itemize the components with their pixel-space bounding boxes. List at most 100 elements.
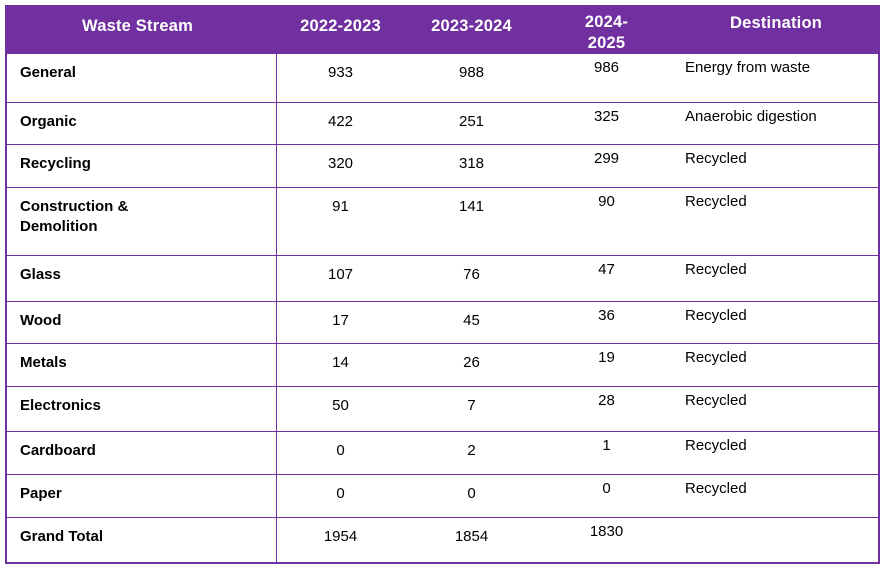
table-row: Glass 107 76 47 Recycled [7, 256, 878, 302]
cell-y2: 318 [404, 145, 539, 187]
cell-text: 986 [593, 59, 620, 76]
header-label-2023-2024: 2023-2024 [431, 17, 512, 35]
cell-y2: 1854 [404, 518, 539, 562]
cell-y1: 422 [277, 103, 404, 144]
cell-text: 1954 [323, 528, 358, 545]
table-body: General 933 988 986 Energy from waste Organic… [7, 54, 878, 562]
cell-text: 28 [598, 392, 615, 409]
cell-text: Recycling [20, 155, 91, 172]
cell-y3: 28 [539, 387, 674, 431]
cell-text: Paper [20, 485, 62, 502]
cell-y1: 0 [277, 475, 404, 517]
header-label-destination: Destination [729, 14, 823, 32]
cell-text: 107 [327, 266, 354, 283]
cell-y3: 19 [539, 344, 674, 386]
cell-destination: Recycled [674, 344, 878, 386]
header-cell-2023-2024: 2023-2024 [404, 7, 539, 53]
cell-y3: 325 [539, 103, 674, 144]
cell-stream: Recycling [7, 145, 277, 187]
cell-y1: 107 [277, 256, 404, 301]
cell-y1: 1954 [277, 518, 404, 562]
header-label-2022-2023: 2022-2023 [300, 17, 381, 35]
cell-stream: Paper [7, 475, 277, 517]
cell-y1: 91 [277, 188, 404, 255]
cell-text: 0 [336, 442, 345, 459]
cell-text: 1 [602, 437, 611, 454]
cell-text: Recycled [685, 261, 747, 278]
table-row: General 933 988 986 Energy from waste [7, 54, 878, 103]
table-row: Paper 0 0 0 Recycled [7, 475, 878, 518]
cell-destination: Recycled [674, 432, 878, 474]
cell-destination: Recycled [674, 188, 878, 255]
cell-text: 36 [598, 307, 615, 324]
header-cell-2022-2023: 2022-2023 [277, 7, 404, 53]
cell-text: Organic [20, 113, 77, 130]
cell-stream: Metals [7, 344, 277, 386]
cell-y3: 1830 [539, 518, 674, 562]
cell-text: 320 [327, 155, 354, 172]
cell-y3: 986 [539, 54, 674, 102]
cell-text: 14 [332, 354, 349, 371]
header-cell-waste-stream: Waste Stream [7, 7, 277, 53]
waste-table: Waste Stream 2022-2023 2023-2024 2024-20… [5, 5, 880, 564]
cell-text: Grand Total [20, 528, 104, 545]
cell-y1: 0 [277, 432, 404, 474]
table-row: Metals 14 26 19 Recycled [7, 344, 878, 387]
cell-text: Recycled [685, 349, 747, 366]
cell-y2: 45 [404, 302, 539, 343]
cell-stream: Construction & Demolition [7, 188, 277, 255]
cell-text: 933 [327, 64, 354, 81]
cell-y3: 47 [539, 256, 674, 301]
header-label-2024-2025: 2024-2025 [584, 13, 629, 52]
cell-text: 0 [602, 480, 611, 497]
cell-text: 7 [467, 397, 476, 414]
cell-text: 1830 [589, 523, 624, 540]
cell-stream: General [7, 54, 277, 102]
cell-text: 422 [327, 113, 354, 130]
cell-y1: 14 [277, 344, 404, 386]
cell-text: Glass [20, 266, 61, 283]
cell-text: Recycled [685, 480, 747, 497]
cell-text: Recycled [685, 437, 747, 454]
table-row: Construction & Demolition 91 141 90 Recycled [7, 188, 878, 256]
cell-text: Anaerobic digestion [685, 108, 817, 125]
cell-text: 50 [332, 397, 349, 414]
cell-text: 0 [336, 485, 345, 502]
cell-text: 17 [332, 312, 349, 329]
cell-y2: 0 [404, 475, 539, 517]
cell-y2: 76 [404, 256, 539, 301]
cell-y2: 141 [404, 188, 539, 255]
cell-text: Cardboard [20, 442, 96, 459]
cell-y3: 90 [539, 188, 674, 255]
table-row: Electronics 50 7 28 Recycled [7, 387, 878, 432]
cell-y2: 2 [404, 432, 539, 474]
cell-destination [674, 518, 878, 562]
cell-text: Recycled [685, 392, 747, 409]
cell-y2: 251 [404, 103, 539, 144]
cell-destination: Recycled [674, 256, 878, 301]
cell-destination: Anaerobic digestion [674, 103, 878, 144]
cell-text: Recycled [685, 307, 747, 324]
cell-text: 45 [463, 312, 480, 329]
cell-stream: Grand Total [7, 518, 277, 562]
cell-text: 251 [458, 113, 485, 130]
cell-y1: 50 [277, 387, 404, 431]
cell-text: 76 [463, 266, 480, 283]
cell-stream: Electronics [7, 387, 277, 431]
cell-text: 47 [598, 261, 615, 278]
cell-text: 1854 [454, 528, 489, 545]
cell-text: 19 [598, 349, 615, 366]
cell-text: Construction & Demolition [20, 198, 129, 236]
cell-y2: 988 [404, 54, 539, 102]
cell-destination: Recycled [674, 387, 878, 431]
cell-text: 91 [332, 198, 349, 215]
cell-destination: Energy from waste [674, 54, 878, 102]
cell-y3: 36 [539, 302, 674, 343]
cell-y1: 933 [277, 54, 404, 102]
cell-stream: Wood [7, 302, 277, 343]
cell-text: 299 [593, 150, 620, 167]
cell-text: Recycled [685, 193, 747, 210]
table-row: Recycling 320 318 299 Recycled [7, 145, 878, 188]
cell-stream: Glass [7, 256, 277, 301]
